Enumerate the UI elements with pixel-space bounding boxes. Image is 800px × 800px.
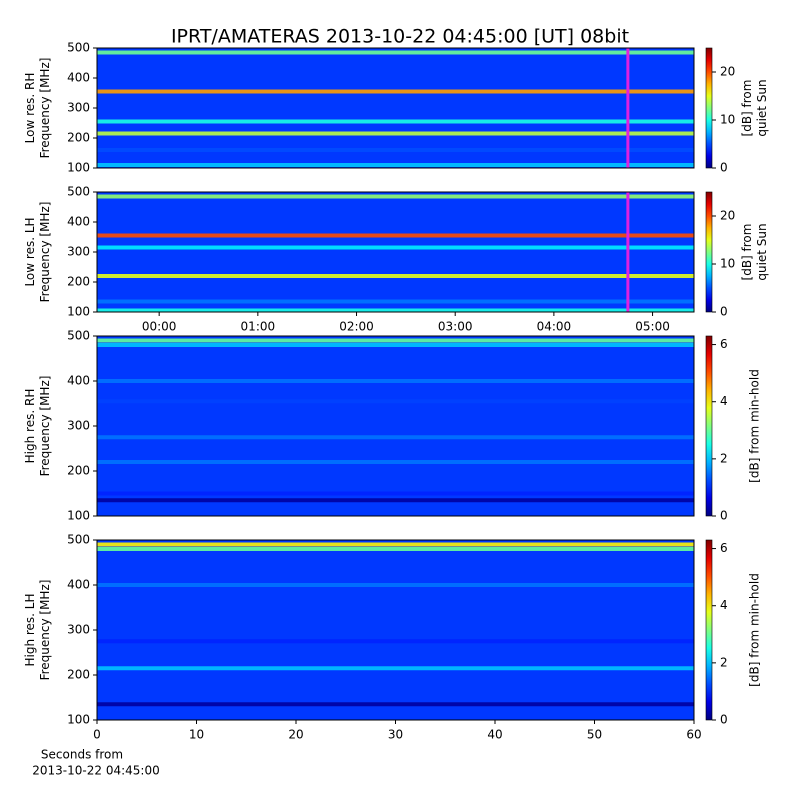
- y-axis-label: Frequency [MHz]: [38, 58, 52, 159]
- y-tick-label: 300: [67, 623, 90, 637]
- colorbar-label: quiet Sun: [755, 79, 769, 136]
- y-tick-label: 400: [67, 71, 90, 85]
- x-tick-label: 30: [388, 728, 403, 742]
- y-tick-label: 100: [67, 305, 90, 319]
- frequency-band: [97, 163, 694, 167]
- y-tick-label: 200: [67, 668, 90, 682]
- spectrogram-background: [97, 540, 694, 720]
- colorbar-label: [dB] from min-hold: [748, 369, 762, 483]
- frequency-band: [97, 245, 694, 250]
- colorbar-tick-label: 10: [720, 113, 735, 127]
- frequency-band: [97, 50, 694, 55]
- frequency-band: [97, 338, 694, 343]
- y-tick-label: 100: [67, 161, 90, 175]
- colorbar: [705, 191, 713, 313]
- colorbar-tick-label: 0: [720, 161, 728, 175]
- frequency-band: [97, 498, 694, 503]
- colorbar-tick-label: 6: [720, 337, 728, 351]
- frequency-band: [97, 131, 694, 136]
- y-axis-label: High res. LH: [23, 593, 37, 666]
- frequency-band: [97, 119, 694, 124]
- y-axis-label: Frequency [MHz]: [38, 376, 52, 477]
- colorbar-label: [dB] from min-hold: [748, 573, 762, 687]
- y-axis-label: Low res. RH: [23, 73, 37, 144]
- frequency-band: [97, 308, 694, 313]
- frequency-band: [97, 542, 694, 547]
- colorbar-tick-label: 4: [720, 394, 728, 408]
- x-tick-label: 10: [189, 728, 204, 742]
- frequency-band: [97, 399, 694, 404]
- colorbar: [705, 539, 713, 721]
- x-tick-label: 40: [487, 728, 502, 742]
- spectrogram-background: [97, 192, 694, 312]
- y-tick-label: 500: [67, 185, 90, 199]
- y-tick-label: 300: [67, 419, 90, 433]
- frequency-band: [97, 639, 694, 644]
- y-tick-label: 400: [67, 578, 90, 592]
- x-tick-label: 01:00: [241, 320, 276, 334]
- frequency-band: [97, 194, 694, 199]
- spectrogram-background: [97, 336, 694, 516]
- frequency-band: [97, 460, 694, 464]
- colorbar-tick-label: 2: [720, 451, 728, 465]
- y-tick-label: 500: [67, 41, 90, 55]
- y-tick-label: 200: [67, 464, 90, 478]
- y-tick-label: 100: [67, 509, 90, 523]
- x-axis-label: Seconds from: [41, 748, 123, 762]
- x-tick-label: 05:00: [635, 320, 670, 334]
- y-tick-label: 200: [67, 275, 90, 289]
- frequency-band: [97, 148, 694, 152]
- y-tick-label: 100: [67, 713, 90, 727]
- frequency-band: [97, 274, 694, 278]
- colorbar-tick-label: 0: [720, 305, 728, 319]
- colorbar-tick-label: 0: [720, 509, 728, 523]
- frequency-band: [97, 89, 694, 94]
- colorbar-tick-label: 20: [720, 209, 735, 223]
- frequency-band: [97, 583, 694, 587]
- colorbar: [705, 335, 713, 517]
- colorbar-tick-label: 2: [720, 655, 728, 669]
- frequency-band: [97, 299, 694, 304]
- figure-title: IPRT/AMATERAS 2013-10-22 04:45:00 [UT] 0…: [171, 26, 629, 48]
- colorbar: [705, 47, 713, 169]
- colorbar-label: quiet Sun: [755, 223, 769, 280]
- frequency-band: [97, 491, 694, 496]
- x-tick-label: 04:00: [537, 320, 572, 334]
- x-tick-label: 60: [686, 728, 701, 742]
- y-tick-label: 300: [67, 245, 90, 259]
- frequency-band: [97, 547, 694, 551]
- colorbar-label: [dB] from: [740, 80, 754, 137]
- x-tick-label: 50: [587, 728, 602, 742]
- colorbar-tick-label: 0: [720, 713, 728, 727]
- frequency-band: [97, 233, 694, 238]
- y-axis-label: Frequency [MHz]: [38, 580, 52, 681]
- x-axis-label: 2013-10-22 04:45:00: [32, 764, 159, 778]
- colorbar-tick-label: 20: [720, 65, 735, 79]
- y-tick-label: 400: [67, 374, 90, 388]
- y-tick-label: 300: [67, 101, 90, 115]
- colorbar-tick-label: 10: [720, 257, 735, 271]
- x-tick-label: 20: [288, 728, 303, 742]
- frequency-band: [97, 379, 694, 383]
- colorbar-tick-label: 6: [720, 541, 728, 555]
- x-tick-label: 00:00: [142, 320, 177, 334]
- y-axis-label: Frequency [MHz]: [38, 202, 52, 303]
- y-tick-label: 400: [67, 215, 90, 229]
- colorbar-tick-label: 4: [720, 598, 728, 612]
- y-axis-label: High res. RH: [23, 389, 37, 464]
- frequency-band: [97, 702, 694, 707]
- y-axis-label: Low res. LH: [23, 217, 37, 286]
- x-tick-label: 03:00: [438, 320, 473, 334]
- frequency-band: [97, 666, 694, 671]
- y-tick-label: 200: [67, 131, 90, 145]
- x-tick-label: 02:00: [339, 320, 374, 334]
- x-tick-label: 0: [93, 728, 101, 742]
- frequency-band: [97, 435, 694, 440]
- y-tick-label: 500: [67, 533, 90, 547]
- y-tick-label: 500: [67, 329, 90, 343]
- frequency-band: [97, 343, 694, 347]
- colorbar-label: [dB] from: [740, 224, 754, 281]
